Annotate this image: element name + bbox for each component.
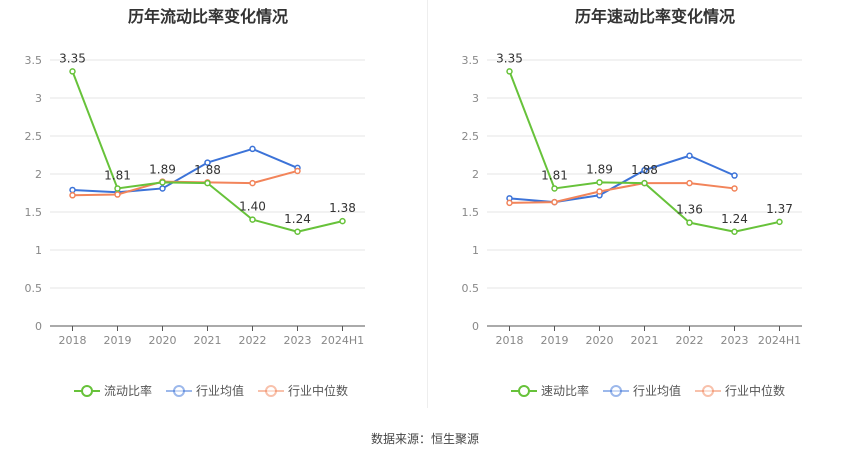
- data-point-median: [732, 186, 737, 191]
- data-point-avg: [250, 146, 255, 151]
- legend-avg-marker-icon: [603, 384, 629, 398]
- data-label-company: 1.81: [104, 168, 131, 182]
- data-point-median: [597, 189, 602, 194]
- data-point-median: [70, 193, 75, 198]
- y-tick-label: 1: [472, 244, 479, 257]
- data-label-company: 1.88: [194, 163, 221, 177]
- x-tick-label: 2021: [194, 334, 222, 347]
- x-tick-label: 2024H1: [321, 334, 364, 347]
- data-point-company: [642, 181, 647, 186]
- x-tick-label: 2024H1: [758, 334, 801, 347]
- data-point-median: [507, 200, 512, 205]
- y-tick-label: 1: [35, 244, 42, 257]
- data-point-avg: [70, 187, 75, 192]
- data-point-median: [250, 181, 255, 186]
- y-tick-label: 2: [35, 168, 42, 181]
- data-point-median: [552, 200, 557, 205]
- series-line-company: [510, 71, 780, 231]
- legend-item-avg[interactable]: 行业均值: [166, 382, 244, 399]
- data-point-company: [160, 180, 165, 185]
- legend-label-median: 行业中位数: [288, 382, 348, 399]
- legend-current-ratio: 流动比率 行业均值 行业中位数: [74, 382, 362, 399]
- data-label-company: 1.37: [766, 202, 793, 216]
- y-tick-label: 2.5: [462, 130, 480, 143]
- x-tick-label: 2019: [541, 334, 569, 347]
- quick-ratio-chart: 0 0.5 1 1.5 2 2.5 3 3.5 2018 2019 2020 2021 2022 2023…: [437, 0, 837, 360]
- data-point-company: [732, 229, 737, 234]
- legend-item-median[interactable]: 行业中位数: [258, 382, 348, 399]
- y-tick-label: 3.5: [25, 54, 43, 67]
- data-point-avg: [160, 186, 165, 191]
- x-tick-label: 2023: [284, 334, 312, 347]
- legend-item-avg[interactable]: 行业均值: [603, 382, 681, 399]
- data-point-company: [687, 220, 692, 225]
- x-tick-label: 2018: [496, 334, 524, 347]
- y-tick-label: 2: [472, 168, 479, 181]
- y-tick-label: 2.5: [25, 130, 43, 143]
- data-label-company: 1.36: [676, 203, 703, 217]
- series-line-median: [510, 183, 735, 203]
- x-tick-label: 2022: [239, 334, 267, 347]
- data-label-company: 1.81: [541, 168, 568, 182]
- series-line-company: [73, 71, 343, 231]
- x-tick-label: 2018: [59, 334, 87, 347]
- legend-median-marker-icon: [695, 384, 721, 398]
- data-point-company: [552, 186, 557, 191]
- y-tick-label: 3.5: [462, 54, 480, 67]
- legend-item-company[interactable]: 速动比率: [511, 382, 589, 399]
- data-source-note: 数据来源：恒生聚源: [0, 430, 850, 447]
- data-label-company: 1.24: [721, 212, 748, 226]
- legend-item-median[interactable]: 行业中位数: [695, 382, 785, 399]
- data-point-company: [115, 186, 120, 191]
- data-point-company: [205, 181, 210, 186]
- data-label-company: 1.89: [149, 162, 176, 176]
- chart-divider: [427, 0, 428, 408]
- data-label-company: 1.88: [631, 163, 658, 177]
- y-tick-label: 0.5: [462, 282, 480, 295]
- legend-median-marker-icon: [258, 384, 284, 398]
- data-point-company: [507, 69, 512, 74]
- data-point-company: [295, 229, 300, 234]
- data-label-company: 1.89: [586, 162, 613, 176]
- legend-quick-ratio: 速动比率 行业均值 行业中位数: [511, 382, 799, 399]
- legend-avg-marker-icon: [166, 384, 192, 398]
- y-tick-label: 0: [472, 320, 479, 333]
- y-tick-label: 1.5: [462, 206, 480, 219]
- data-point-company: [340, 219, 345, 224]
- legend-company-marker-icon: [511, 384, 537, 398]
- legend-label-company: 速动比率: [541, 382, 589, 399]
- legend-label-company: 流动比率: [104, 382, 152, 399]
- data-label-company: 1.38: [329, 201, 356, 215]
- legend-label-avg: 行业均值: [196, 382, 244, 399]
- x-tick-label: 2023: [721, 334, 749, 347]
- data-point-avg: [732, 173, 737, 178]
- y-tick-label: 0: [35, 320, 42, 333]
- data-point-median: [115, 192, 120, 197]
- data-point-company: [777, 219, 782, 224]
- data-label-company: 1.24: [284, 212, 311, 226]
- data-label-company: 3.35: [496, 51, 523, 65]
- y-tick-label: 0.5: [25, 282, 43, 295]
- data-point-median: [295, 168, 300, 173]
- x-tick-label: 2021: [631, 334, 659, 347]
- data-label-company: 3.35: [59, 51, 86, 65]
- x-tick-label: 2020: [149, 334, 177, 347]
- legend-label-avg: 行业均值: [633, 382, 681, 399]
- data-point-company: [250, 217, 255, 222]
- data-point-company: [597, 180, 602, 185]
- data-label-company: 1.40: [239, 200, 266, 214]
- y-tick-label: 3: [472, 92, 479, 105]
- x-tick-label: 2020: [586, 334, 614, 347]
- legend-company-marker-icon: [74, 384, 100, 398]
- data-point-median: [687, 181, 692, 186]
- legend-label-median: 行业中位数: [725, 382, 785, 399]
- x-tick-label: 2019: [104, 334, 132, 347]
- y-tick-label: 1.5: [25, 206, 43, 219]
- y-tick-label: 3: [35, 92, 42, 105]
- current-ratio-chart: 0 0.5 1 1.5 2 2.5 3 3.5 2018 2019 2020 2021 2022 2023…: [0, 0, 400, 360]
- x-tick-label: 2022: [676, 334, 704, 347]
- data-point-company: [70, 69, 75, 74]
- legend-item-company[interactable]: 流动比率: [74, 382, 152, 399]
- data-point-avg: [687, 153, 692, 158]
